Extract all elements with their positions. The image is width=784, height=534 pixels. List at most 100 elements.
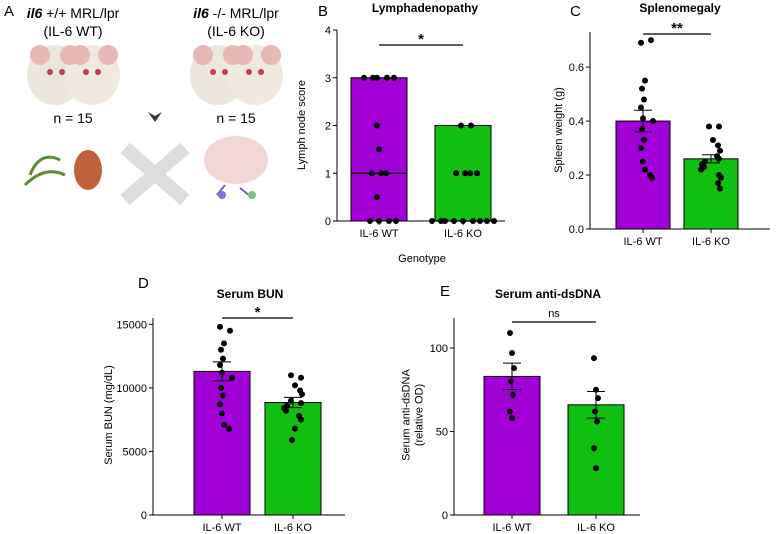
data-point — [299, 391, 305, 398]
data-point — [221, 421, 227, 428]
data-point — [289, 437, 295, 444]
y-tick-label: 3 — [325, 73, 331, 85]
x-tick-label: IL-6 KO — [577, 522, 615, 534]
group-label: il6 +/+ MRL/lpr — [27, 5, 120, 21]
data-point — [593, 386, 599, 393]
data-point — [458, 122, 464, 129]
x-tick-label: IL-6 WT — [492, 522, 531, 534]
chart-title: Lymphadenopathy — [372, 1, 479, 15]
significance-label: * — [255, 304, 261, 321]
significance-label: ** — [671, 20, 683, 37]
panel-letter: D — [138, 275, 149, 292]
n-label: n = 15 — [53, 110, 93, 126]
y-tick-label: 50 — [436, 427, 448, 439]
panel-letter: A — [4, 3, 14, 20]
data-point — [508, 378, 514, 385]
data-point — [219, 369, 225, 376]
arrow — [148, 112, 162, 122]
data-point — [717, 147, 723, 154]
data-point — [649, 174, 655, 181]
x-tick-label: IL-6 KO — [692, 236, 730, 248]
data-point — [698, 166, 704, 173]
data-point — [650, 118, 656, 125]
data-point — [370, 74, 376, 81]
data-point — [641, 136, 647, 143]
data-point — [229, 374, 235, 381]
panel-letter: B — [318, 3, 328, 20]
y-tick-label: 4 — [325, 25, 331, 37]
data-point — [638, 39, 644, 46]
data-point — [217, 362, 223, 369]
significance-label: * — [418, 31, 424, 48]
data-point — [298, 400, 304, 407]
data-point — [642, 166, 648, 173]
panel-letter: E — [440, 283, 450, 300]
x-tick-label: IL-6 WT — [202, 522, 241, 534]
data-point — [716, 155, 722, 162]
cross-icon — [120, 142, 190, 206]
data-point — [292, 425, 298, 432]
y-axis-label: Spleen weight (g) — [553, 87, 565, 173]
data-point — [218, 346, 224, 353]
panel-a: il6 +/+ MRL/lpr (IL-6 WT) il6 -/- MRL/lp… — [23, 5, 283, 206]
data-point — [715, 142, 721, 149]
data-point — [706, 123, 712, 130]
bar — [483, 375, 541, 516]
group-name: (IL-6 KO) — [207, 23, 265, 39]
data-point — [594, 418, 600, 425]
data-point — [639, 85, 645, 92]
data-point — [467, 170, 473, 177]
mice-icon — [27, 45, 120, 105]
data-point — [716, 123, 722, 130]
mice-icon — [190, 45, 283, 105]
data-point — [288, 372, 294, 379]
x-tick-label: IL-6 WT — [359, 228, 398, 240]
data-point — [298, 374, 304, 381]
data-point — [717, 185, 723, 192]
chart-title: Serum anti-dsDNA — [495, 287, 601, 301]
data-point — [292, 382, 298, 389]
data-point — [376, 146, 382, 153]
y-tick-label: 0 — [442, 510, 448, 522]
data-point — [509, 350, 515, 357]
data-point — [298, 416, 304, 423]
data-point — [511, 365, 517, 372]
y-axis-label: (relative OD) — [414, 384, 426, 446]
y-tick-label: 0 — [325, 216, 331, 228]
data-point — [638, 104, 644, 111]
data-point — [453, 170, 459, 177]
kidney-icon — [23, 150, 102, 190]
data-point — [639, 126, 645, 133]
data-point — [288, 397, 294, 404]
data-point — [361, 74, 367, 81]
data-point — [217, 323, 223, 330]
y-axis-label: Lymph node score — [296, 80, 308, 170]
data-point — [217, 401, 223, 408]
data-point — [283, 407, 289, 414]
x-tick-label: IL-6 KO — [274, 522, 312, 534]
data-point — [591, 355, 597, 362]
x-tick-label: IL-6 KO — [444, 228, 482, 240]
data-point — [374, 194, 380, 201]
data-point — [715, 180, 721, 187]
y-tick-label: 100 — [430, 343, 448, 355]
n-label: n = 15 — [216, 110, 256, 126]
data-point — [226, 425, 232, 432]
y-tick-label: 10000 — [116, 383, 147, 395]
data-point — [507, 330, 513, 337]
y-tick-label: 0.2 — [569, 170, 584, 182]
data-point — [220, 355, 226, 362]
data-point — [640, 158, 646, 165]
data-point — [462, 170, 468, 177]
data-point — [220, 392, 226, 399]
data-point — [374, 122, 380, 129]
data-point — [468, 122, 474, 129]
data-point — [641, 96, 647, 103]
y-axis-label: Serum BUN (mg/dL) — [103, 365, 115, 465]
data-point — [595, 395, 601, 402]
chart-title: Splenomegaly — [639, 1, 721, 15]
y-tick-label: 0.4 — [569, 116, 584, 128]
panel-letter: C — [570, 3, 581, 20]
data-point — [648, 37, 654, 44]
